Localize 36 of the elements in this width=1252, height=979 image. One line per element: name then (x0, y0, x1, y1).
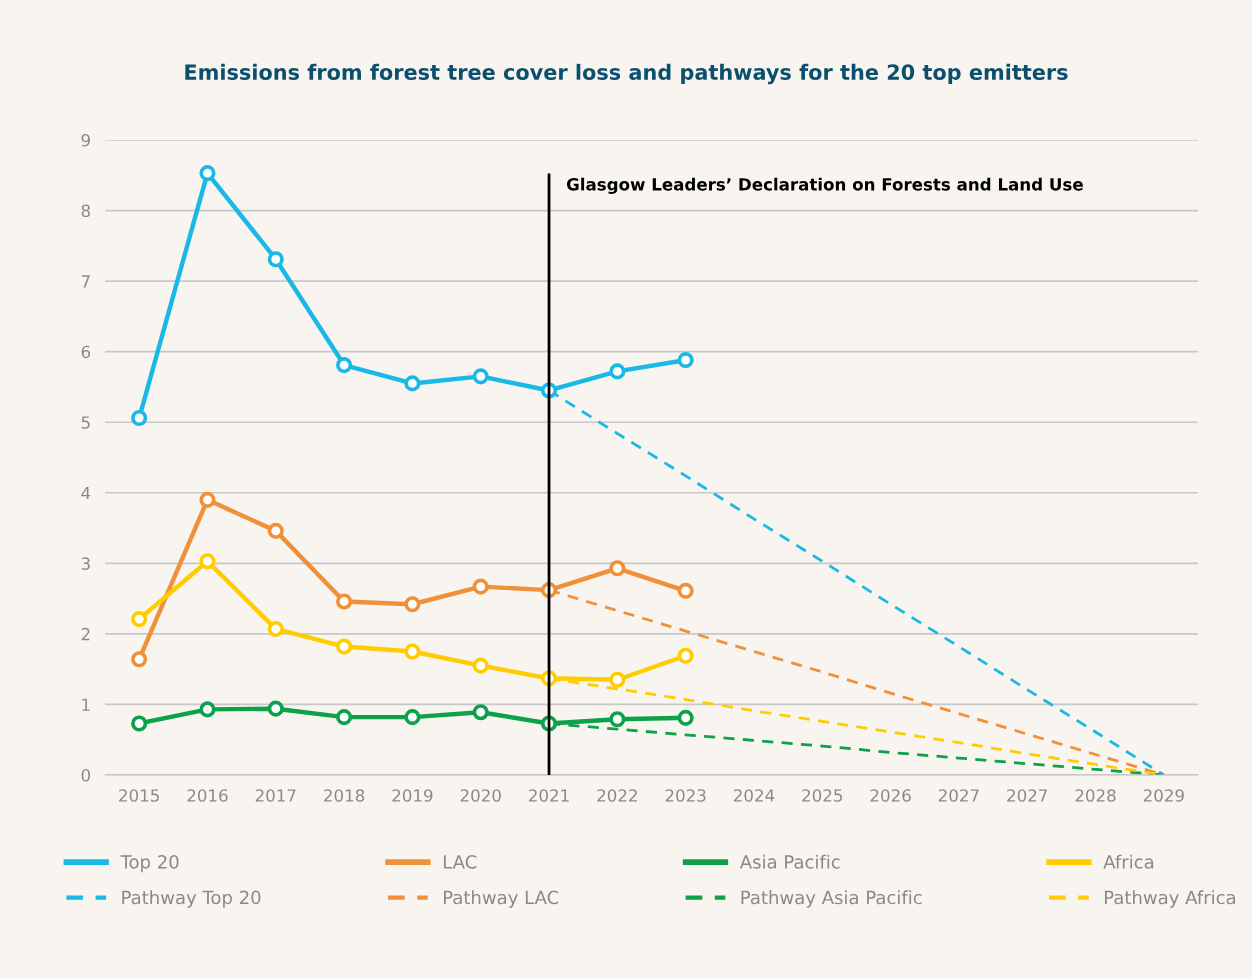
legend-label: Pathway Asia Pacific (741, 890, 922, 908)
x-tick-label: 2020 (460, 789, 501, 802)
x-tick-label: 2017 (255, 789, 296, 802)
legend-label: Pathway LAC (443, 890, 559, 908)
x-tick-label: 2025 (802, 789, 843, 802)
ref-line-label: Glasgow Leaders’ Declaration on Forests and Land Use (566, 177, 1083, 194)
y-tick-label: 7 (81, 275, 90, 288)
y-tick-label: 4 (81, 486, 91, 500)
legend-label: LAC (443, 855, 477, 869)
legend-label: Pathway Africa (1104, 890, 1235, 908)
y-tick-label: 1 (82, 698, 90, 711)
x-tick-label: 2016 (187, 789, 228, 802)
x-tick-label: 2028 (1075, 789, 1116, 802)
x-tick-label: 2029 (1143, 789, 1184, 802)
legend-label: Pathway Top 20 (122, 890, 261, 908)
x-tick-label: 2018 (324, 789, 365, 802)
x-tick-label: 2023 (665, 789, 706, 802)
legend-label: Top 20 (120, 855, 179, 873)
y-tick-label: 9 (81, 133, 90, 147)
x-tick-label: 2019 (392, 789, 433, 802)
x-tick-label: 2021 (529, 789, 569, 802)
y-tick-label: 0 (81, 768, 90, 782)
legend-label: Africa (1103, 854, 1154, 869)
chart-title: Emissions from forest tree cover loss and pathways for the 20 top emitters (185, 63, 1068, 85)
x-tick-label: 2027 (938, 789, 979, 802)
legend-label: Asia Pacific (739, 854, 840, 869)
x-tick-label: 2027 (1007, 789, 1047, 802)
y-tick-label: 2 (81, 627, 90, 641)
y-tick-label: 8 (81, 204, 90, 218)
y-tick-label: 6 (81, 345, 91, 359)
y-tick-label: 3 (81, 557, 90, 570)
x-tick-label: 2026 (870, 789, 911, 802)
x-tick-label: 2022 (597, 789, 637, 802)
x-tick-label: 2015 (119, 789, 159, 802)
x-tick-label: 2024 (733, 789, 775, 802)
y-tick-label: 5 (81, 416, 90, 429)
